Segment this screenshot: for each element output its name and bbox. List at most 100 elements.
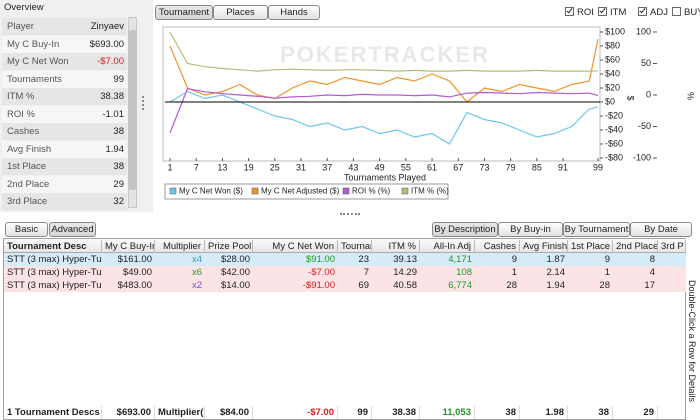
splitter[interactable] [340, 213, 360, 216]
sort-tab[interactable]: By Tournament [563, 222, 630, 237]
y-tick-label: -$80 [605, 152, 623, 162]
table-cell[interactable]: $161.00 [117, 254, 152, 265]
table-cell[interactable]: 9 [604, 254, 610, 265]
x-tick-label: 49 [375, 162, 385, 172]
sort-tab[interactable]: By Description [432, 222, 498, 237]
overview-title: Overview [4, 2, 44, 13]
table-cell[interactable]: 108 [456, 267, 472, 278]
checkbox[interactable] [672, 7, 681, 16]
overview-value: 38 [113, 126, 124, 137]
splitter[interactable] [142, 96, 145, 110]
overview-label: My C Net Won [7, 56, 69, 67]
table-cell[interactable]: 28 [506, 280, 517, 291]
tab-button[interactable]: Hands [268, 5, 320, 20]
checkbox-label[interactable]: ITM [610, 7, 627, 18]
sort-tab[interactable]: By Date [630, 222, 692, 237]
table-cell[interactable]: 1.87 [546, 254, 566, 265]
x-tick-label: 85 [532, 162, 542, 172]
table-cell[interactable]: 7 [363, 267, 369, 278]
table-cell[interactable]: 40.58 [393, 280, 417, 291]
column-header[interactable]: Tournaments [338, 240, 372, 253]
table-cell[interactable]: $14.00 [220, 280, 250, 291]
overview-value: 29 [113, 178, 124, 190]
table-cell[interactable]: 6,774 [448, 280, 472, 291]
column-header[interactable]: Multiplier [155, 240, 205, 253]
legend-label: My C Net Won ($) [179, 187, 243, 196]
overview-value: 32 [113, 196, 124, 207]
table-cell[interactable]: 28 [599, 280, 610, 291]
column-header[interactable]: ITM % [372, 240, 420, 253]
table-cell[interactable]: 69 [358, 280, 369, 291]
overview-label: My C Buy-In [7, 38, 60, 50]
overview-value: $693.00 [89, 38, 124, 50]
sort-tab[interactable]: By Buy-in [498, 222, 563, 237]
overview-label: ROI % [7, 108, 35, 120]
y-tick-label: $100 [605, 26, 625, 36]
table-cell[interactable]: 17 [644, 280, 655, 291]
overview-label: 3rd Place [7, 196, 48, 207]
table-cell[interactable]: 14.29 [393, 267, 417, 278]
overview-value: 99 [113, 73, 124, 85]
table-cell[interactable]: $42.00 [220, 267, 250, 278]
tab-button[interactable]: Tournament [155, 5, 213, 20]
x-tick-label: 43 [348, 162, 358, 172]
table-cell[interactable]: STT (3 max) Hyper-Turbo [7, 267, 102, 278]
table-cell[interactable]: 2.14 [546, 267, 566, 278]
column-header[interactable]: My C Net Won [253, 240, 338, 253]
column-header[interactable]: 1st Place [568, 240, 613, 253]
column-header[interactable]: My C Buy-In [102, 240, 155, 253]
table-cell[interactable]: -$7.00 [308, 267, 335, 278]
table-cell[interactable]: 23 [358, 254, 369, 265]
table-cell[interactable]: 4,171 [448, 254, 472, 265]
table-cell[interactable]: $49.00 [122, 267, 152, 278]
table-cell[interactable]: 9 [511, 254, 517, 265]
table-cell[interactable]: 1.94 [546, 280, 566, 291]
checkbox[interactable] [598, 7, 607, 16]
table-cell[interactable]: STT (3 max) Hyper-Turbo [7, 254, 102, 265]
column-header[interactable]: Prize Pool [205, 240, 253, 253]
checkbox[interactable] [565, 7, 574, 16]
view-tab[interactable]: Basic [5, 222, 48, 237]
x-axis-label: Tournaments Played [344, 172, 426, 182]
overview-row [2, 140, 127, 158]
series-line [169, 31, 599, 72]
column-header[interactable]: All-In Adj [420, 240, 475, 253]
table-cell[interactable]: 8 [649, 254, 655, 265]
table-cell[interactable]: $483.00 [117, 280, 152, 291]
overview-label: 2nd Place [7, 178, 50, 190]
y2-tick-label: -100 [633, 152, 651, 162]
column-header[interactable]: 2nd Place [613, 240, 658, 253]
view-tab[interactable]: Advanced [49, 222, 96, 237]
table-cell[interactable]: $91.00 [305, 254, 335, 265]
column-header[interactable]: Avg Finish [520, 240, 568, 253]
table-cell[interactable]: 39.13 [393, 254, 417, 265]
checkbox-label[interactable]: ROI [577, 7, 594, 18]
table-cell[interactable]: 4 [649, 267, 655, 278]
table-cell[interactable]: STT (3 max) Hyper-Turbo [7, 280, 102, 291]
column-header[interactable]: 3rd P [658, 240, 686, 253]
legend-label: ROI % (%) [352, 187, 391, 196]
table-cell[interactable]: $28.00 [220, 254, 250, 265]
table-row[interactable] [4, 253, 686, 266]
column-header[interactable]: Tournament Desc [4, 240, 102, 253]
checkbox[interactable] [638, 7, 647, 16]
series-line [169, 88, 599, 134]
overview-row [2, 70, 127, 88]
table-header [4, 239, 686, 253]
column-header[interactable]: Cashes [475, 240, 520, 253]
x-tick-label: 67 [453, 162, 463, 172]
checkbox-label[interactable]: ADJ [650, 7, 668, 18]
table-cell[interactable]: x2 [191, 280, 202, 291]
table-cell[interactable]: 1 [604, 267, 610, 278]
legend-swatch [251, 187, 259, 195]
table-cell[interactable]: 1 [511, 267, 517, 278]
footer-cell: 99 [338, 406, 372, 419]
table-cell[interactable]: -$91.00 [302, 280, 335, 291]
table-row[interactable] [4, 266, 686, 279]
table-cell[interactable]: x6 [191, 267, 202, 278]
table-row[interactable] [4, 279, 686, 292]
scroll-thumb[interactable] [129, 30, 136, 190]
table-cell[interactable]: x4 [191, 254, 202, 265]
checkbox-label[interactable]: BUY [684, 7, 700, 18]
tab-button[interactable]: Places [213, 5, 268, 20]
